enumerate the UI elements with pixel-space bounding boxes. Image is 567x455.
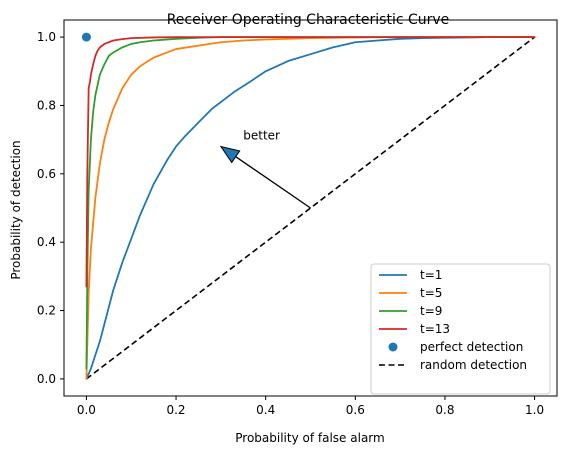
- legend-label: t=13: [420, 322, 450, 336]
- legend-box: [370, 263, 551, 395]
- x-axis-label: Probability of false alarm: [235, 431, 384, 445]
- legend-label: perfect detection: [420, 340, 523, 354]
- y-axis-ticks: 0.0 0.2 0.4 0.6 0.8 1.0: [37, 30, 64, 386]
- x-axis-ticks: 0.0 0.2 0.4 0.6 0.8 1.0: [77, 396, 544, 417]
- perfect-detection-point: [81, 32, 91, 42]
- legend-items: t=1 t=5 t=9 t=13 perfect detection random det…: [379, 268, 527, 372]
- x-tick-label: 0.0: [77, 403, 96, 417]
- plot-area: better: [81, 32, 536, 380]
- random-detection-line: [85, 36, 536, 380]
- y-tick-label: 0.0: [37, 372, 56, 386]
- axes-frame: [63, 19, 558, 397]
- y-tick-label: 1.0: [37, 30, 56, 44]
- x-tick-label: 0.2: [166, 403, 185, 417]
- series-line-t1: [85, 36, 536, 380]
- y-tick-label: 0.8: [37, 98, 56, 112]
- annotation-arrow-shaft: [235, 156, 311, 209]
- y-axis-label: Probability of detection: [9, 140, 23, 279]
- legend-label: t=5: [420, 286, 442, 300]
- legend-label: t=9: [420, 304, 442, 318]
- legend-label: t=1: [420, 268, 442, 282]
- y-tick-label: 0.2: [37, 304, 56, 318]
- y-tick-label: 0.6: [37, 167, 56, 181]
- legend-label: random detection: [420, 358, 527, 372]
- legend-swatch-perfect-detection: [388, 342, 398, 352]
- x-tick-label: 1.0: [525, 403, 544, 417]
- legend: t=1 t=5 t=9 t=13 perfect detection random det…: [370, 263, 551, 395]
- x-tick-label: 0.4: [256, 403, 275, 417]
- series-line-t13: [85, 36, 536, 288]
- x-tick-label: 0.6: [346, 403, 365, 417]
- annotation-label: better: [243, 129, 280, 143]
- y-tick-label: 0.4: [37, 235, 56, 249]
- annotation-arrow-head: [219, 145, 241, 164]
- x-tick-label: 0.8: [435, 403, 454, 417]
